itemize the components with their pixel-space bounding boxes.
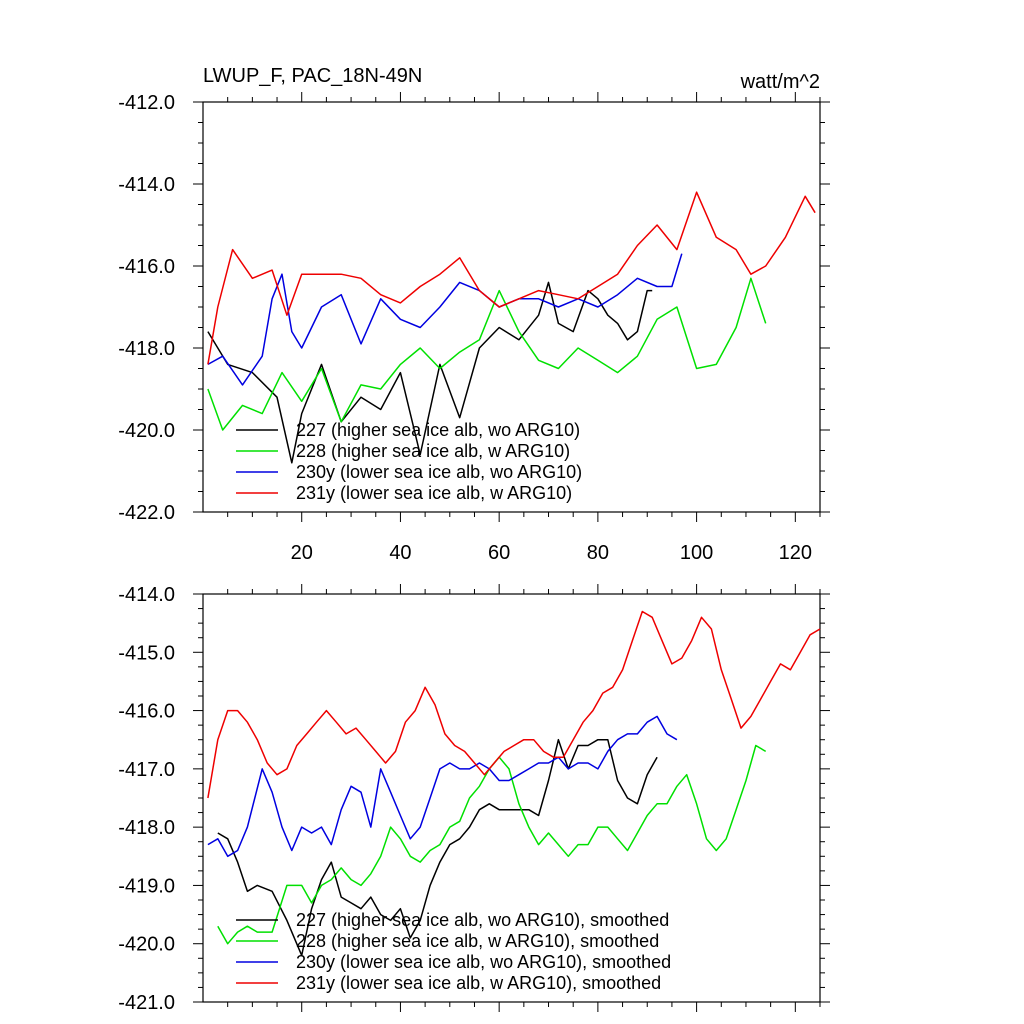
chart0-legend-label: 230y (lower sea ice alb, wo ARG10) <box>296 462 582 482</box>
chart0-legend-label: 231y (lower sea ice alb, w ARG10) <box>296 483 572 503</box>
chart1-legend-label: 231y (lower sea ice alb, w ARG10), smoot… <box>296 973 661 993</box>
chart1-series-line-0 <box>217 738 658 957</box>
chart1-series-line-2 <box>207 715 678 858</box>
chart0-x-tick-label: 60 <box>488 542 510 564</box>
chart1-legend-label: 230y (lower sea ice alb, wo ARG10), smoo… <box>296 952 671 972</box>
chart1-y-tick-label: -420.0 <box>118 934 175 956</box>
chart0-x-tick-label: 100 <box>680 542 713 564</box>
chart0-legend-label: 227 (higher sea ice alb, wo ARG10) <box>296 420 580 440</box>
units-label: watt/m^2 <box>740 71 820 93</box>
chart0-y-tick-label: -418.0 <box>118 338 175 360</box>
chart1-y-tick-label: -418.0 <box>118 817 175 839</box>
chart1-legend-label: 228 (higher sea ice alb, w ARG10), smoot… <box>296 931 659 951</box>
chart0-series-line-0 <box>207 281 653 464</box>
chart0-x-tick-label: 120 <box>779 542 812 564</box>
chart0-y-tick-label: -422.0 <box>118 502 175 524</box>
bottom-panel: -414.0 -415.0 -416.0 -417.0 -418.0 -419.0 -420… <box>118 584 830 1014</box>
chart0-x-tick-label: 40 <box>389 542 411 564</box>
chart0-y-tick-label: -420.0 <box>118 420 175 442</box>
chart0-y-tick-label: -416.0 <box>118 256 175 278</box>
chart1-y-tick-label: -415.0 <box>118 642 175 664</box>
chart1-y-tick-label: -419.0 <box>118 875 175 897</box>
chart-title: LWUP_F, PAC_18N-49N <box>203 65 422 87</box>
chart0-x-tick-label: 20 <box>291 542 313 564</box>
chart0-y-tick-label: -414.0 <box>118 174 175 196</box>
chart0-legend-label: 228 (higher sea ice alb, w ARG10) <box>296 441 570 461</box>
chart1-legend-label: 227 (higher sea ice alb, wo ARG10), smoo… <box>296 910 669 930</box>
chart1-y-tick-label: -417.0 <box>118 759 175 781</box>
chart1-y-tick-label: -421.0 <box>118 992 175 1014</box>
chart1-y-tick-label: -414.0 <box>118 584 175 606</box>
chart1-y-tick-label: -416.0 <box>118 701 175 723</box>
chart0-x-tick-label: 80 <box>587 542 609 564</box>
chart0-y-tick-label: -412.0 <box>118 92 175 114</box>
top-panel: -412.0 -414.0 -416.0 -418.0 -420.0 -422.0 20 40… <box>118 92 830 564</box>
chart1-series-line-3 <box>207 610 821 799</box>
chart0-series-line-3 <box>207 191 816 365</box>
chart0-series-line-1 <box>207 277 767 431</box>
